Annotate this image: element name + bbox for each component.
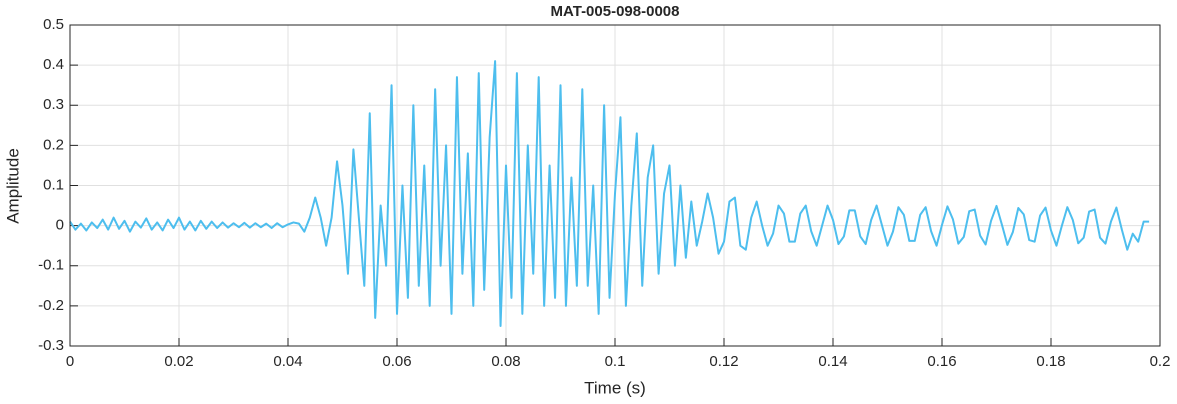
x-tick-label: 0.1 [605, 353, 626, 370]
x-tick-label: 0.14 [818, 353, 847, 370]
y-tick-label: 0.4 [43, 56, 64, 73]
x-tick-label: 0.06 [382, 353, 411, 370]
y-tick-label: 0.3 [43, 96, 64, 113]
waveform-line [69, 60, 1150, 327]
x-tick-label: 0.2 [1150, 353, 1171, 370]
x-tick-label: 0.02 [164, 353, 193, 370]
y-tick-label: 0 [56, 217, 64, 234]
axes-box [69, 24, 1161, 347]
y-tick-label: -0.2 [38, 297, 64, 314]
y-axis-label: Amplitude [3, 148, 22, 224]
x-tick-label: 0 [66, 353, 74, 370]
y-tick-label: -0.3 [38, 337, 64, 354]
y-tick-label: 0.1 [43, 176, 64, 193]
x-tick-label: 0.18 [1036, 353, 1065, 370]
chart-title: MAT-005-098-0008 [551, 3, 680, 20]
x-tick-label: 0.16 [927, 353, 956, 370]
y-tick-label: 0.5 [43, 16, 64, 33]
x-tick-label: 0.04 [273, 353, 302, 370]
x-tick-label: 0.12 [709, 353, 738, 370]
x-axis-label: Time (s) [584, 378, 646, 397]
y-tick-label: 0.2 [43, 136, 64, 153]
y-tick-label: -0.1 [38, 257, 64, 274]
x-tick-label: 0.08 [491, 353, 520, 370]
